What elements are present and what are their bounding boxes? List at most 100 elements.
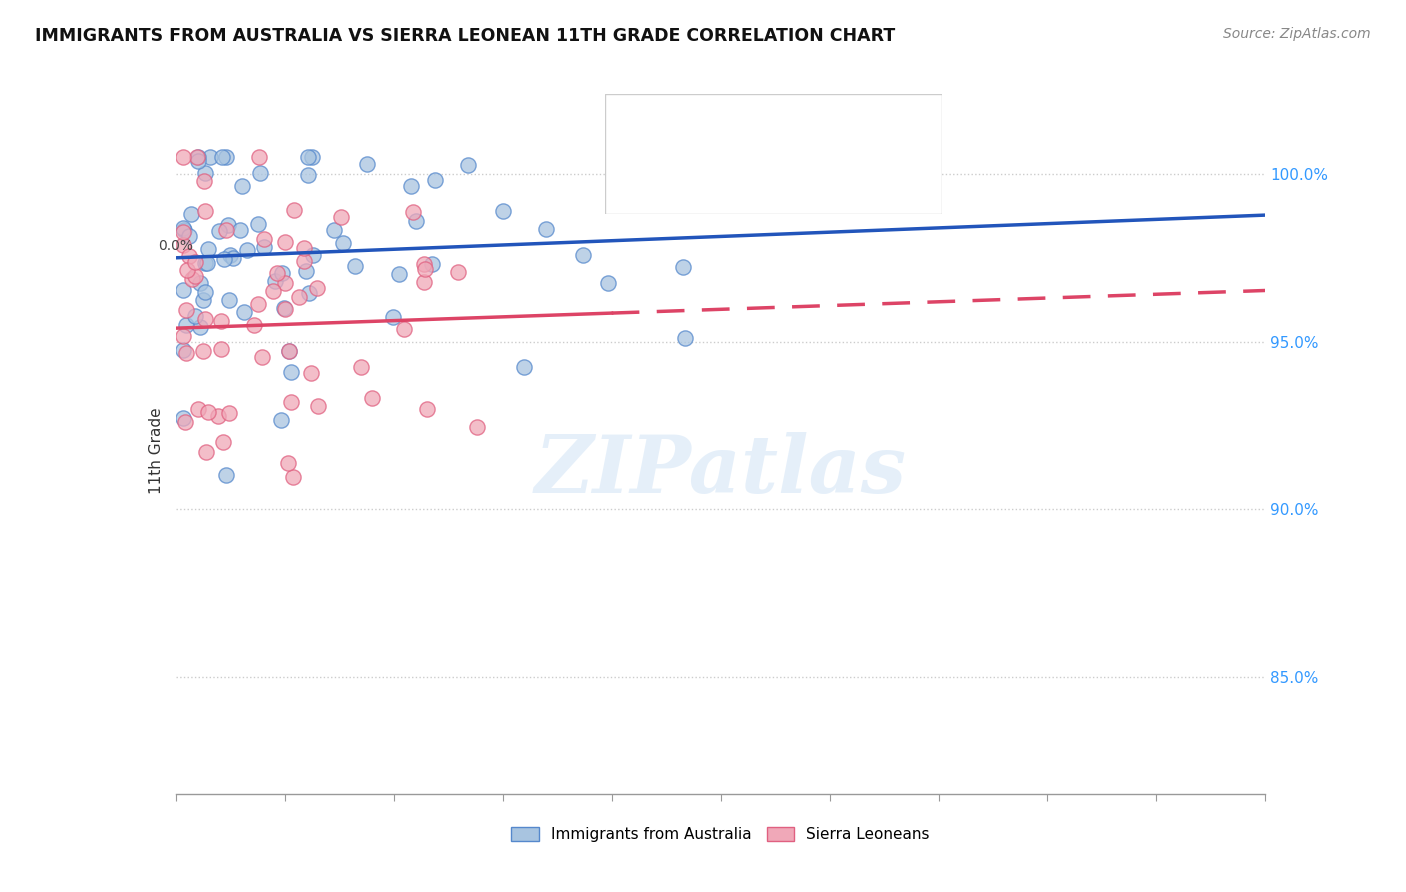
Point [492, 204, 515, 219]
Point [191, 293, 214, 307]
Point [343, 260, 366, 274]
Point [215, 468, 238, 483]
Point [307, 400, 329, 414]
Point [174, 318, 197, 333]
Point [297, 168, 319, 182]
Point [229, 223, 252, 237]
Point [399, 178, 422, 193]
Point [211, 434, 233, 449]
Point [305, 281, 328, 295]
Point [236, 243, 259, 257]
Point [288, 290, 311, 304]
Point [246, 297, 269, 311]
Text: 68: 68 [875, 117, 900, 136]
Point [266, 266, 288, 280]
Point [572, 248, 595, 262]
Point [187, 154, 209, 169]
Text: 0.054: 0.054 [740, 174, 796, 192]
Point [187, 150, 209, 164]
Point [405, 214, 427, 228]
Point [172, 411, 194, 425]
Point [253, 240, 276, 254]
Point [295, 264, 318, 278]
Point [277, 344, 299, 359]
Point [413, 262, 436, 277]
Point [246, 217, 269, 231]
Point [298, 285, 321, 300]
Point [184, 268, 207, 283]
Point [211, 150, 233, 164]
Point [172, 343, 194, 358]
Point [673, 331, 696, 345]
Point [243, 318, 266, 332]
Point [176, 303, 198, 318]
Point [183, 309, 205, 323]
Point [194, 285, 217, 299]
Point [197, 256, 219, 270]
Point [350, 360, 373, 375]
Point [534, 221, 557, 235]
Point [217, 219, 239, 233]
FancyBboxPatch shape [605, 94, 942, 214]
Point [218, 406, 240, 420]
Point [232, 305, 254, 319]
Point [200, 150, 222, 164]
Point [173, 223, 195, 237]
Text: IMMIGRANTS FROM AUSTRALIA VS SIERRA LEONEAN 11TH GRADE CORRELATION CHART: IMMIGRANTS FROM AUSTRALIA VS SIERRA LEON… [35, 27, 896, 45]
Point [209, 343, 232, 357]
Point [264, 274, 287, 288]
Point [215, 150, 238, 164]
Point [283, 203, 305, 218]
Point [172, 284, 194, 298]
FancyBboxPatch shape [614, 107, 662, 145]
Text: Source: ZipAtlas.com: Source: ZipAtlas.com [1223, 27, 1371, 41]
Point [274, 277, 297, 291]
Point [513, 359, 536, 374]
Point [322, 223, 344, 237]
Point [596, 276, 619, 290]
Point [172, 220, 194, 235]
Point [218, 293, 240, 307]
Point [420, 257, 443, 271]
Text: 0.0%: 0.0% [159, 239, 193, 253]
Point [381, 310, 404, 324]
Point [194, 312, 217, 326]
Point [329, 211, 352, 225]
FancyBboxPatch shape [614, 163, 662, 202]
Point [190, 276, 212, 290]
Point [222, 251, 245, 265]
Point [270, 413, 292, 427]
Point [193, 344, 215, 359]
Point [262, 284, 284, 298]
Point [172, 237, 194, 252]
Point [209, 314, 232, 328]
Point [172, 150, 194, 164]
Point [394, 321, 416, 335]
Point [174, 345, 197, 359]
Point [208, 224, 231, 238]
Point [271, 266, 294, 280]
Point [273, 301, 295, 315]
Point [457, 158, 479, 172]
Point [212, 252, 235, 266]
Point [176, 263, 198, 277]
Point [172, 225, 194, 239]
Point [356, 157, 378, 171]
Point [301, 366, 323, 380]
Point [194, 445, 217, 459]
Point [292, 241, 315, 255]
Point [190, 320, 212, 334]
Point [219, 248, 242, 262]
Point [193, 174, 215, 188]
Point [194, 256, 217, 270]
Point [207, 409, 229, 424]
Point [332, 236, 354, 251]
Point [292, 254, 315, 268]
Point [283, 470, 305, 484]
Point [302, 248, 325, 262]
Point [180, 207, 202, 221]
Legend: Immigrants from Australia, Sierra Leoneans: Immigrants from Australia, Sierra Leonea… [505, 821, 936, 848]
Point [172, 328, 194, 343]
Point [249, 166, 271, 180]
Point [187, 402, 209, 417]
